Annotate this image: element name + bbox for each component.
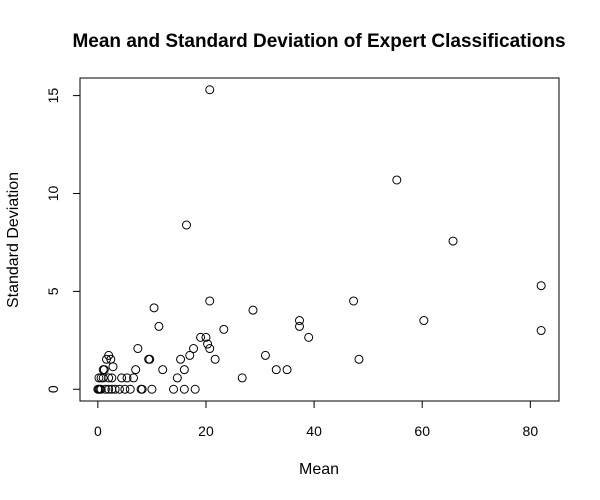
x-axis-label: Mean xyxy=(299,461,339,478)
data-point xyxy=(271,365,281,375)
data-point xyxy=(203,339,213,349)
x-axis: 0 20 40 60 80 xyxy=(94,400,539,439)
data-point xyxy=(248,305,258,315)
y-axis-label: Standard Deviation xyxy=(5,172,22,308)
data-point xyxy=(120,384,130,394)
data-point xyxy=(125,384,135,394)
y-axis: 0 5 10 15 xyxy=(45,88,81,393)
chart-title: Mean and Standard Deviation of Expert Cl… xyxy=(72,31,565,52)
data-point xyxy=(172,373,182,383)
data-point xyxy=(149,303,159,313)
data-point xyxy=(205,85,215,95)
data-point xyxy=(108,362,118,372)
data-point xyxy=(176,354,186,364)
plot-frame xyxy=(79,77,560,402)
data-point xyxy=(117,373,127,383)
data-point xyxy=(190,384,200,394)
data-point xyxy=(158,365,168,375)
data-point xyxy=(419,316,429,326)
y-tick-label: 5 xyxy=(45,287,61,295)
data-point xyxy=(294,321,304,331)
data-point xyxy=(354,354,364,364)
y-tick-label: 0 xyxy=(45,385,61,393)
data-point xyxy=(107,373,117,383)
data-point xyxy=(154,321,164,331)
data-point xyxy=(536,326,546,336)
data-point xyxy=(129,373,139,383)
data-point xyxy=(185,350,195,360)
data-point xyxy=(133,344,143,354)
data-point xyxy=(147,384,157,394)
data-points xyxy=(93,85,546,394)
y-tick-label: 10 xyxy=(45,185,61,201)
data-point xyxy=(99,365,109,375)
data-point xyxy=(137,384,147,394)
data-point xyxy=(448,236,458,246)
data-point xyxy=(260,350,270,360)
data-point xyxy=(169,384,179,394)
data-point xyxy=(114,384,124,394)
data-point xyxy=(205,296,215,306)
data-point xyxy=(304,332,314,342)
data-point xyxy=(282,365,292,375)
data-point xyxy=(349,296,359,306)
data-point xyxy=(131,365,141,375)
data-point xyxy=(392,175,402,185)
x-tick-label: 60 xyxy=(414,423,430,439)
x-tick-label: 40 xyxy=(306,423,322,439)
x-tick-label: 80 xyxy=(523,423,539,439)
data-point xyxy=(536,281,546,291)
data-point xyxy=(182,220,192,230)
x-tick-label: 0 xyxy=(94,423,102,439)
data-point xyxy=(179,365,189,375)
data-point xyxy=(94,373,104,383)
data-point xyxy=(104,373,114,383)
data-point xyxy=(145,354,155,364)
data-point xyxy=(294,316,304,326)
data-point xyxy=(189,344,199,354)
data-point xyxy=(110,384,120,394)
data-point xyxy=(201,332,211,342)
y-tick-label: 15 xyxy=(45,88,61,104)
data-point xyxy=(219,324,229,334)
data-point xyxy=(237,373,247,383)
data-point xyxy=(104,384,114,394)
x-tick-label: 20 xyxy=(198,423,214,439)
data-point xyxy=(100,384,110,394)
data-point xyxy=(122,373,132,383)
data-point xyxy=(179,384,189,394)
data-point xyxy=(210,354,220,364)
data-point xyxy=(205,344,215,354)
data-point xyxy=(196,332,206,342)
